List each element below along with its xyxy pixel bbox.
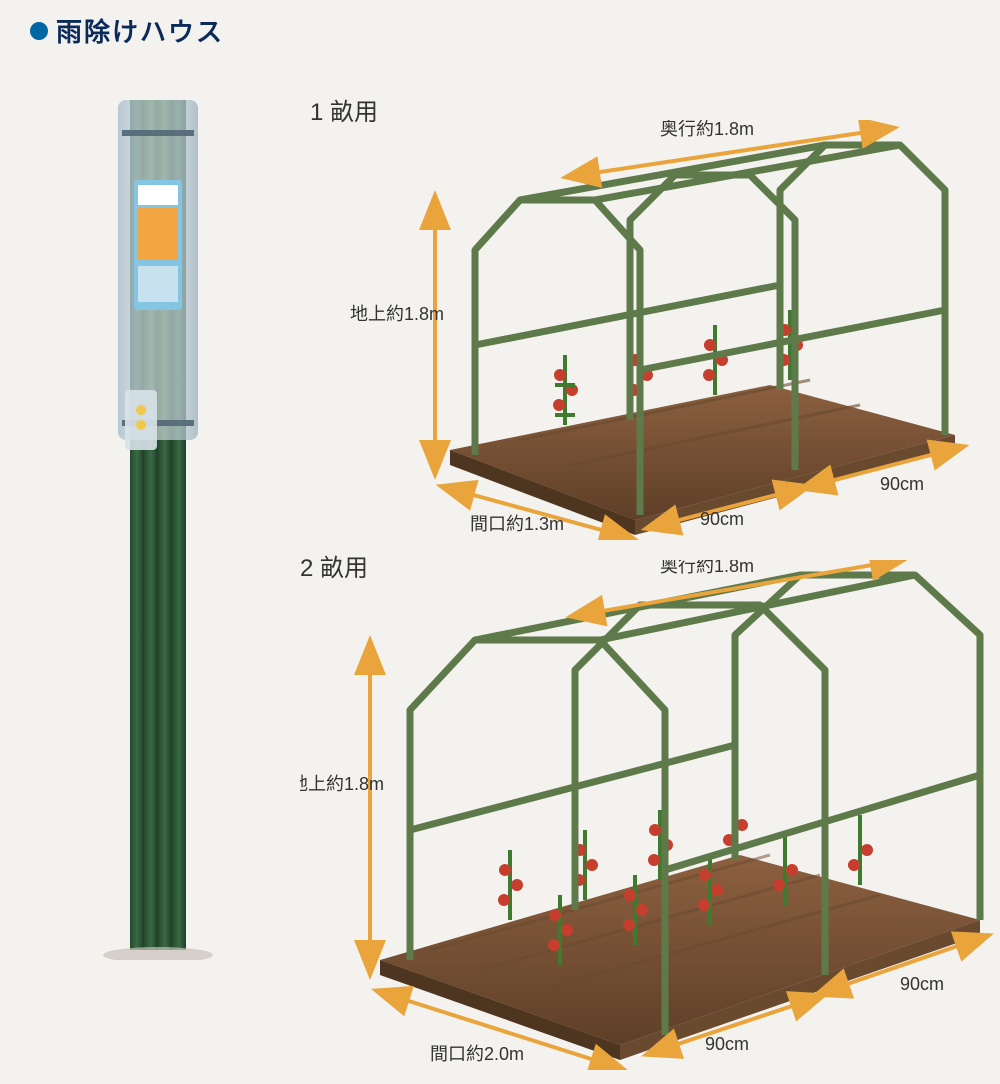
dim-depth-1: 奥行約1.8m — [660, 120, 754, 139]
dim-seg1-1: 90cm — [700, 509, 744, 529]
dim-height-2: 地上約1.8m — [300, 774, 384, 794]
diagram-1: 地上約1.8m 奥行約1.8m 間口約1.3m 90cm 90cm — [340, 120, 980, 540]
bullet-icon — [30, 22, 48, 40]
dim-width-1: 間口約1.3m — [470, 514, 564, 534]
dim-height-1: 地上約1.8m — [350, 304, 444, 324]
product-photo — [70, 90, 240, 960]
dim-seg1-2: 90cm — [705, 1034, 749, 1054]
soil-bed — [450, 385, 955, 520]
diagram-2: 地上約1.8m 奥行約1.8m 間口約2.0m 90cm 90cm — [300, 560, 1000, 1070]
dim-seg2-1: 90cm — [880, 474, 924, 494]
dim-width-2: 間口約2.0m — [430, 1044, 524, 1064]
dim-seg2-2: 90cm — [900, 974, 944, 994]
dim-depth-2: 奥行約1.8m — [660, 560, 754, 576]
page-title: 雨除けハウス — [56, 12, 224, 49]
title-row: 雨除けハウス — [30, 12, 224, 49]
